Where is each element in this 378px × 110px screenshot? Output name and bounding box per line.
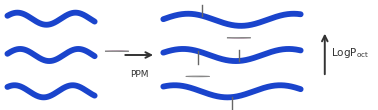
Text: PPM: PPM: [130, 70, 149, 79]
Ellipse shape: [186, 76, 209, 77]
Text: LogP$_{\mathregular{oct}}$: LogP$_{\mathregular{oct}}$: [332, 46, 370, 60]
Ellipse shape: [105, 51, 129, 52]
